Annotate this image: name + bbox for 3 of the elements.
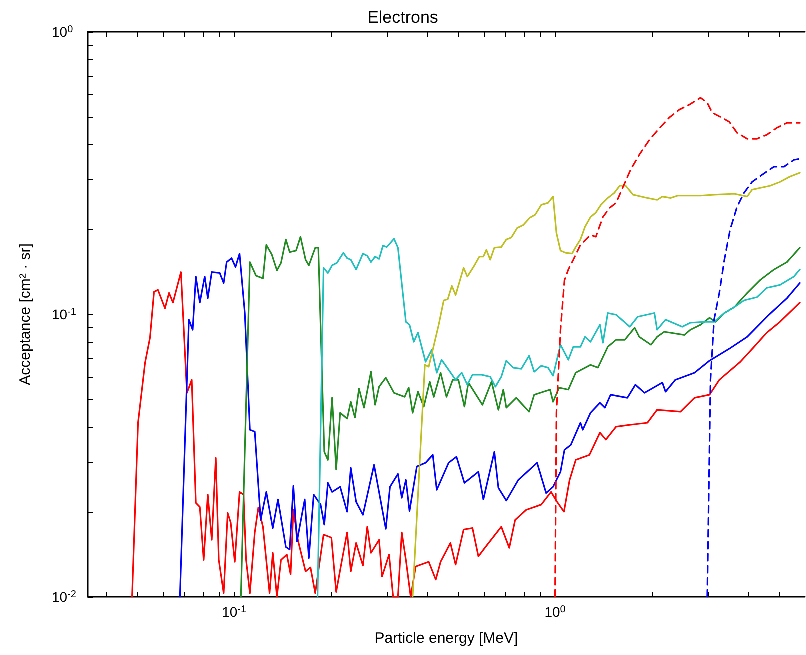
- x-axis-title: Particle energy [MeV]: [374, 630, 518, 647]
- y-axis-title: Acceptance [cm² · sr]: [17, 244, 34, 386]
- chart-title: Electrons: [368, 8, 438, 27]
